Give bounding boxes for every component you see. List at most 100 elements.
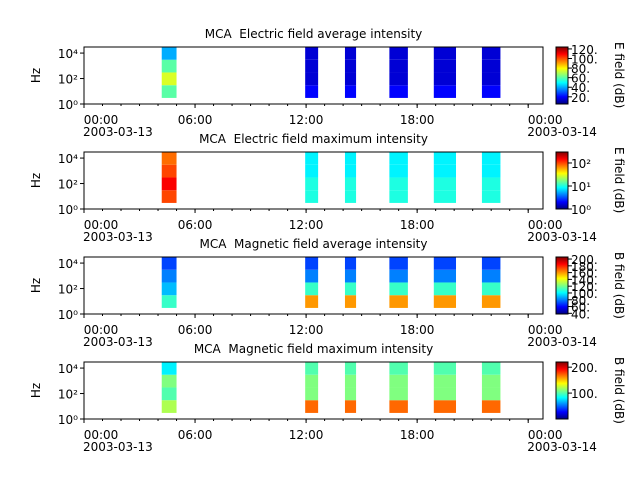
spectrogram-cell [433, 85, 457, 98]
spectrogram-cell [305, 400, 319, 413]
spectrogram-cell [433, 282, 457, 296]
x-tick-label: 12:00 [289, 218, 324, 232]
colorbar-tick-label: 100. [571, 387, 598, 401]
y-tick-label: 10⁰ [58, 98, 78, 112]
y-tick-label: 10⁴ [58, 152, 78, 166]
spectrogram-cell [481, 190, 501, 203]
spectrogram-cell [433, 362, 457, 375]
spectrogram-cell [161, 295, 177, 308]
spectrogram-cell [344, 190, 357, 203]
spectrogram-cell [305, 59, 319, 73]
spectrogram-cell [305, 177, 319, 191]
spectrogram-cell [481, 374, 501, 388]
spectrogram-cell [481, 282, 501, 296]
x-tick-label: 12:00 [289, 428, 324, 442]
y-tick-label: 10⁴ [58, 362, 78, 376]
x-tick-label: 18:00 [400, 113, 435, 127]
colorbar-tick-label: 200. [571, 361, 598, 375]
x-tick-date: 2003-03-13 [83, 440, 153, 454]
plot-frame [83, 151, 544, 210]
x-tick-date: 2003-03-14 [527, 125, 597, 139]
spectrogram-cell [161, 400, 177, 413]
colorbar-label: E field (dB) [612, 147, 626, 213]
colorbar-tick-label: 40. [571, 307, 590, 321]
spectrogram-cell [305, 257, 319, 270]
spectrogram-cell [433, 72, 457, 86]
plot-frame [83, 361, 544, 420]
panel-title: MCA Electric field maximum intensity [199, 132, 428, 146]
x-tick-label: 00:00 [528, 323, 563, 337]
plot-frame [83, 46, 544, 105]
spectrogram-cell [481, 362, 501, 375]
colorbar-tick-label: 100. [571, 287, 598, 301]
x-tick-label: 00:00 [84, 218, 119, 232]
colorbar-tick-label: 100. [571, 52, 598, 66]
colorbar-tick-label: 80. [571, 62, 590, 76]
spectrogram-cell [344, 177, 357, 191]
spectrogram-cell [389, 47, 408, 60]
spectrogram-cell [161, 387, 177, 401]
colorbar-tick-label: 10¹ [571, 180, 591, 194]
x-tick-label: 18:00 [400, 428, 435, 442]
spectrogram-cell [481, 47, 501, 60]
spectrogram-cell [344, 164, 357, 178]
spectrogram-cell [433, 152, 457, 165]
spectrogram-cell [344, 72, 357, 86]
y-axis-label: Hz [29, 383, 43, 398]
spectrogram-cell [344, 257, 357, 270]
spectrogram-cell [389, 152, 408, 165]
spectrogram-cell [161, 257, 177, 270]
spectrogram-cell [481, 257, 501, 270]
spectrogram-cell [161, 269, 177, 283]
spectrogram-cell [481, 85, 501, 98]
x-tick-label: 18:00 [400, 323, 435, 337]
x-tick-label: 06:00 [178, 113, 213, 127]
panel-title: MCA Magnetic field average intensity [199, 237, 427, 251]
y-tick-label: 10⁰ [58, 308, 78, 322]
spectrogram-cell [389, 282, 408, 296]
spectrogram-cell [161, 152, 177, 165]
spectrogram-cell [481, 59, 501, 73]
spectrogram-cell [344, 59, 357, 73]
x-tick-label: 00:00 [528, 428, 563, 442]
spectrogram-cell [389, 190, 408, 203]
x-tick-date: 2003-03-14 [527, 230, 597, 244]
spectrogram-cell [305, 47, 319, 60]
y-tick-label: 10² [58, 283, 78, 297]
colorbar-tick-label: 120. [571, 43, 598, 57]
x-tick-label: 06:00 [178, 323, 213, 337]
spectrogram-cell [305, 269, 319, 283]
panel-title: MCA Electric field average intensity [205, 27, 423, 41]
colorbar-tick-label: 20. [571, 91, 590, 105]
colorbar-tick-label: 80. [571, 294, 590, 308]
colorbar-tick-label: 140. [571, 273, 598, 287]
colorbar-label: E field (dB) [612, 42, 626, 108]
panel-title: MCA Magnetic field maximum intensity [194, 342, 433, 356]
spectrogram-cell [481, 400, 501, 413]
colorbar-tick-label: 160. [571, 267, 598, 281]
colorbar [555, 151, 569, 210]
colorbar [555, 46, 569, 105]
spectrogram-cell [433, 59, 457, 73]
x-tick-label: 18:00 [400, 218, 435, 232]
spectrogram-cell [433, 400, 457, 413]
x-tick-date: 2003-03-13 [83, 335, 153, 349]
spectrogram-cell [389, 164, 408, 178]
spectrogram-cell [433, 269, 457, 283]
spectrogram-cell [344, 374, 357, 388]
spectrogram-cell [389, 269, 408, 283]
spectrogram-cell [389, 374, 408, 388]
colorbar-label: B field (dB) [612, 252, 626, 319]
spectrogram-cell [305, 362, 319, 375]
spectrogram-cell [389, 362, 408, 375]
spectrogram-cell [389, 177, 408, 191]
spectrogram-cell [481, 72, 501, 86]
spectrogram-cell [305, 295, 319, 308]
spectrogram-cell [389, 257, 408, 270]
spectrogram-cell [305, 374, 319, 388]
colorbar-tick-label: 10² [571, 157, 591, 171]
colorbar-tick-label: 120. [571, 280, 598, 294]
x-tick-date: 2003-03-13 [83, 230, 153, 244]
colorbar-tick-label: 200. [571, 253, 598, 267]
